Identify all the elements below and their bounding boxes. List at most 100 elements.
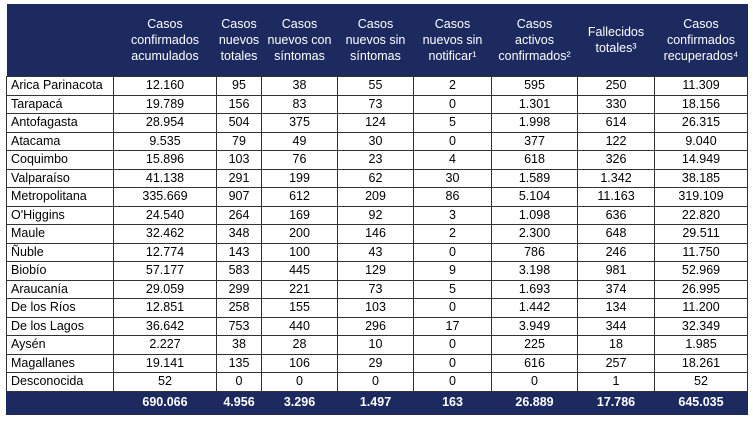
header-line: Casos bbox=[516, 17, 553, 31]
value-cell: 29.511 bbox=[654, 224, 748, 244]
value-cell: 3.198 bbox=[491, 261, 578, 281]
value-cell: 348 bbox=[216, 224, 262, 244]
value-cell: 73 bbox=[337, 94, 414, 114]
value-cell: 29.059 bbox=[113, 279, 217, 299]
total-cell: 26.889 bbox=[491, 390, 578, 415]
value-cell: 32.462 bbox=[113, 224, 217, 244]
value-cell: 11.750 bbox=[654, 242, 748, 262]
data-row: Maule 32.462 348 200 146 2 2.300 648 29.511 bbox=[6, 224, 748, 244]
value-cell: 0 bbox=[413, 298, 492, 318]
value-cell: 3 bbox=[413, 205, 492, 225]
region-cell: Biobío bbox=[6, 261, 114, 281]
region-cell: Atacama bbox=[6, 131, 114, 151]
value-cell: 344 bbox=[577, 316, 655, 336]
value-cell: 12.774 bbox=[113, 242, 217, 262]
value-cell: 30 bbox=[413, 168, 492, 188]
value-cell: 169 bbox=[261, 205, 338, 225]
value-cell: 330 bbox=[577, 94, 655, 114]
value-cell: 258 bbox=[216, 298, 262, 318]
value-cell: 28 bbox=[261, 335, 338, 355]
value-cell: 28.954 bbox=[113, 113, 217, 133]
data-row: Ñuble 12.774 143 100 43 0 786 246 11.750 bbox=[6, 242, 748, 262]
value-cell: 11.163 bbox=[577, 187, 655, 207]
data-row: Tarapacá 19.789 156 83 73 0 1.301 330 18.156 bbox=[6, 94, 748, 114]
value-cell: 583 bbox=[216, 261, 262, 281]
header-cell: Casos activos confirmados² bbox=[491, 4, 578, 77]
value-cell: 129 bbox=[337, 261, 414, 281]
value-cell: 291 bbox=[216, 168, 262, 188]
value-cell: 26.315 bbox=[654, 113, 748, 133]
value-cell: 0 bbox=[261, 372, 338, 392]
region-cell: Antofagasta bbox=[6, 113, 114, 133]
data-row: O'Higgins 24.540 264 169 92 3 1.098 636 22.820 bbox=[6, 205, 748, 225]
value-cell: 3.949 bbox=[491, 316, 578, 336]
value-cell: 326 bbox=[577, 150, 655, 170]
value-cell: 29 bbox=[337, 353, 414, 373]
value-cell: 18.261 bbox=[654, 353, 748, 373]
value-cell: 17 bbox=[413, 316, 492, 336]
value-cell: 9.535 bbox=[113, 131, 217, 151]
value-cell: 616 bbox=[491, 353, 578, 373]
value-cell: 1 bbox=[577, 372, 655, 392]
value-cell: 18.156 bbox=[654, 94, 748, 114]
header-line: acumulados bbox=[131, 49, 199, 63]
data-row: Antofagasta 28.954 504 375 124 5 1.998 614 26.31… bbox=[6, 113, 748, 133]
value-cell: 1.589 bbox=[491, 168, 578, 188]
value-cell: 1.985 bbox=[654, 335, 748, 355]
value-cell: 2 bbox=[413, 76, 492, 96]
value-cell: 299 bbox=[216, 279, 262, 299]
table-body: Arica Parinacota 12.160 95 38 55 2 595 250 11.30… bbox=[6, 76, 748, 415]
value-cell: 225 bbox=[491, 335, 578, 355]
value-cell: 38 bbox=[261, 76, 338, 96]
value-cell: 264 bbox=[216, 205, 262, 225]
header-line: confirmados² bbox=[498, 49, 571, 63]
region-cell: De los Ríos bbox=[6, 298, 114, 318]
value-cell: 19.141 bbox=[113, 353, 217, 373]
value-cell: 5 bbox=[413, 113, 492, 133]
value-cell: 440 bbox=[261, 316, 338, 336]
region-cell: Maule bbox=[6, 224, 114, 244]
total-cell: 645.035 bbox=[654, 390, 748, 415]
value-cell: 1.098 bbox=[491, 205, 578, 225]
header-line: activos bbox=[515, 33, 554, 47]
value-cell: 10 bbox=[337, 335, 414, 355]
header-cell: Casos nuevos totales bbox=[216, 4, 262, 77]
value-cell: 4 bbox=[413, 150, 492, 170]
region-cell: Aysén bbox=[6, 335, 114, 355]
value-cell: 0 bbox=[413, 94, 492, 114]
value-cell: 612 bbox=[261, 187, 338, 207]
header-line: nuevos sin bbox=[345, 33, 406, 47]
value-cell: 155 bbox=[261, 298, 338, 318]
value-cell: 786 bbox=[491, 242, 578, 262]
value-cell: 32.349 bbox=[654, 316, 748, 336]
value-cell: 52.969 bbox=[654, 261, 748, 281]
value-cell: 9.040 bbox=[654, 131, 748, 151]
value-cell: 753 bbox=[216, 316, 262, 336]
value-cell: 0 bbox=[413, 372, 492, 392]
value-cell: 22.820 bbox=[654, 205, 748, 225]
value-cell: 143 bbox=[216, 242, 262, 262]
value-cell: 1.998 bbox=[491, 113, 578, 133]
value-cell: 257 bbox=[577, 353, 655, 373]
value-cell: 19.789 bbox=[113, 94, 217, 114]
value-cell: 221 bbox=[261, 279, 338, 299]
header-line: totales³ bbox=[595, 41, 637, 55]
value-cell: 55 bbox=[337, 76, 414, 96]
value-cell: 156 bbox=[216, 94, 262, 114]
value-cell: 15.896 bbox=[113, 150, 217, 170]
value-cell: 0 bbox=[216, 372, 262, 392]
data-row: De los Ríos 12.851 258 155 103 0 1.442 134 11.20… bbox=[6, 298, 748, 318]
value-cell: 636 bbox=[577, 205, 655, 225]
value-cell: 0 bbox=[491, 372, 578, 392]
total-cell: 1.497 bbox=[337, 390, 414, 415]
total-cell: 3.296 bbox=[261, 390, 338, 415]
total-cell: 690.066 bbox=[113, 390, 217, 415]
value-cell: 1.342 bbox=[577, 168, 655, 188]
header-line: nuevos con bbox=[267, 33, 332, 47]
value-cell: 618 bbox=[491, 150, 578, 170]
value-cell: 0 bbox=[413, 335, 492, 355]
value-cell: 11.200 bbox=[654, 298, 748, 318]
header-cell: Casos nuevos con síntomas bbox=[261, 4, 338, 77]
value-cell: 146 bbox=[337, 224, 414, 244]
value-cell: 445 bbox=[261, 261, 338, 281]
